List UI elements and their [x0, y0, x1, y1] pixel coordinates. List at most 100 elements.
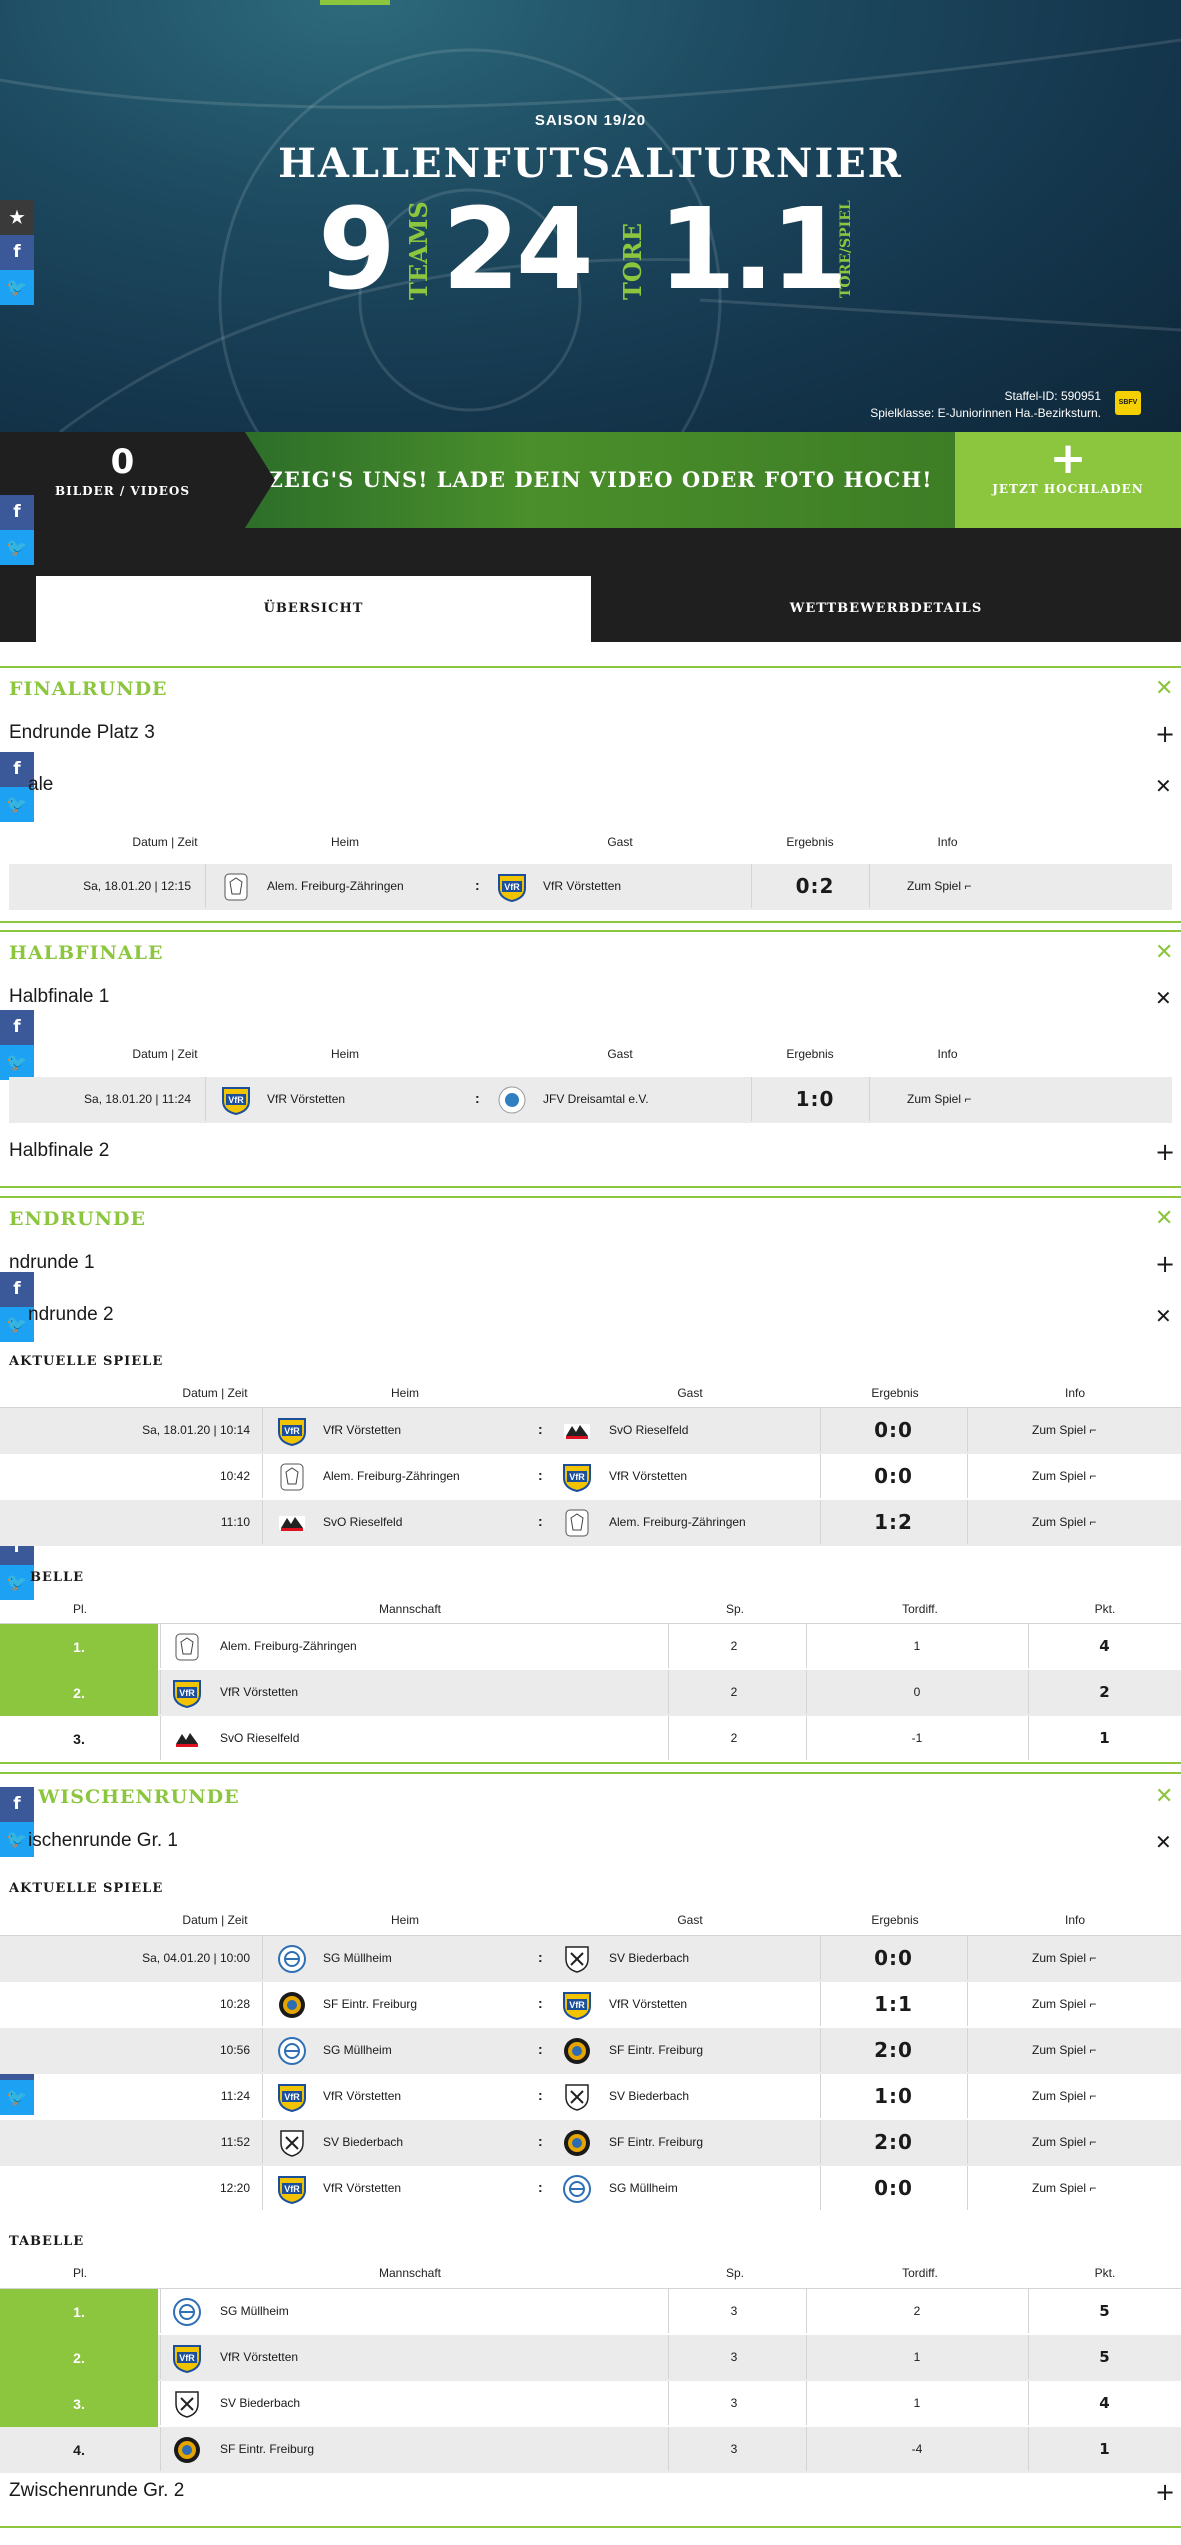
- table-row[interactable]: 1. SG Müllheim 3 2 5: [0, 2289, 1181, 2335]
- facebook-icon[interactable]: f: [0, 495, 34, 530]
- match-row[interactable]: Sa, 04.01.20 | 10:00 SG Müllheim : SV Bi…: [0, 1936, 1181, 1982]
- group-title[interactable]: ischenrunde Gr. 1: [28, 1830, 178, 1851]
- match-link[interactable]: Zum Spiel ⌐: [1032, 1951, 1097, 1965]
- guest-team[interactable]: Alem. Freiburg-Zähringen: [609, 1515, 746, 1529]
- match-link[interactable]: Zum Spiel ⌐: [1032, 2089, 1097, 2103]
- plus-icon[interactable]: +: [1155, 2478, 1176, 2506]
- match-row[interactable]: Sa, 18.01.20 | 10:14 VfR VfR Vörstetten …: [0, 1408, 1181, 1454]
- divider: [967, 1982, 968, 2026]
- guest-team[interactable]: VfR Vörstetten: [543, 879, 622, 893]
- table-row[interactable]: 4. SF Eintr. Freiburg 3 -4 1: [0, 2427, 1181, 2473]
- plus-icon[interactable]: +: [1155, 720, 1176, 748]
- home-team[interactable]: VfR Vörstetten: [323, 2181, 402, 2195]
- home-team[interactable]: VfR Vörstetten: [323, 1423, 402, 1437]
- close-icon[interactable]: ✕: [1155, 940, 1174, 965]
- upload-cta[interactable]: ZEIG'S UNS! LADE DEIN VIDEO ODER FOTO HO…: [245, 432, 955, 528]
- col-date: Datum | Zeit: [132, 1047, 198, 1061]
- guest-team[interactable]: SG Müllheim: [609, 2181, 678, 2195]
- group-title[interactable]: Endrunde Platz 3: [9, 722, 155, 743]
- match-row[interactable]: 11:52 SV Biederbach : SF Eintr. Freiburg…: [0, 2120, 1181, 2166]
- group-title[interactable]: ndrunde 1: [9, 1252, 95, 1273]
- guest-team[interactable]: SF Eintr. Freiburg: [609, 2043, 704, 2057]
- group-title[interactable]: ndrunde 2: [28, 1304, 114, 1325]
- match-link[interactable]: Zum Spiel ⌐: [907, 879, 972, 893]
- match-link[interactable]: Zum Spiel ⌐: [907, 1092, 972, 1106]
- home-team[interactable]: Alem. Freiburg-Zähringen: [323, 1469, 460, 1483]
- match-link[interactable]: Zum Spiel ⌐: [1032, 2043, 1097, 2057]
- team-name[interactable]: VfR Vörstetten: [220, 2350, 299, 2364]
- plus-icon[interactable]: +: [1155, 1250, 1176, 1278]
- team-name[interactable]: SF Eintr. Freiburg: [220, 2442, 315, 2456]
- upload-button[interactable]: + JETZT HOCHLADEN: [955, 432, 1181, 528]
- guest-team[interactable]: JFV Dreisamtal e.V.: [543, 1092, 649, 1106]
- group-title[interactable]: Zwischenrunde Gr. 2: [9, 2480, 185, 2501]
- match-row[interactable]: 11:24 VfR VfR Vörstetten : SV Biederbach…: [0, 2074, 1181, 2120]
- guest-team[interactable]: SvO Rieselfeld: [609, 1423, 689, 1437]
- close-icon[interactable]: ✕: [1155, 676, 1174, 701]
- guest-team[interactable]: VfR Vörstetten: [609, 1469, 688, 1483]
- match-row[interactable]: 10:56 SG Müllheim : SF Eintr. Freiburg 2…: [0, 2028, 1181, 2074]
- facebook-icon[interactable]: f: [0, 235, 34, 270]
- match-link[interactable]: Zum Spiel ⌐: [1032, 1997, 1097, 2011]
- table-row[interactable]: 3. SvO Rieselfeld 2 -1 1: [0, 1716, 1181, 1762]
- home-team[interactable]: Alem. Freiburg-Zähringen: [267, 879, 404, 893]
- facebook-icon[interactable]: f: [0, 1010, 34, 1045]
- guest-team[interactable]: SF Eintr. Freiburg: [609, 2135, 704, 2149]
- close-icon[interactable]: ✕: [1155, 1830, 1172, 1854]
- match-link[interactable]: Zum Spiel ⌐: [1032, 2135, 1097, 2149]
- home-team[interactable]: SG Müllheim: [323, 1951, 392, 1965]
- twitter-icon[interactable]: 🐦: [0, 530, 34, 565]
- team-name[interactable]: SV Biederbach: [220, 2396, 301, 2410]
- match-row[interactable]: Sa, 18.01.20 | 12:15 Alem. Freiburg-Zähr…: [9, 864, 1172, 910]
- team-name[interactable]: SG Müllheim: [220, 2304, 289, 2318]
- group-title[interactable]: Halbfinale 2: [9, 1140, 110, 1161]
- match-row[interactable]: Sa, 18.01.20 | 11:24 VfR VfR Vörstetten …: [9, 1077, 1172, 1123]
- facebook-icon[interactable]: f: [0, 1272, 34, 1307]
- match-row[interactable]: 11:10 SvO Rieselfeld : Alem. Freiburg-Zä…: [0, 1500, 1181, 1546]
- facebook-icon[interactable]: f: [0, 752, 34, 787]
- guest-team[interactable]: SV Biederbach: [609, 1951, 690, 1965]
- twitter-icon[interactable]: 🐦: [0, 2080, 34, 2115]
- match-link[interactable]: Zum Spiel ⌐: [1032, 1423, 1097, 1437]
- col-result: Ergebnis: [871, 1913, 919, 1927]
- plus-icon[interactable]: +: [1155, 1138, 1176, 1166]
- twitter-icon[interactable]: 🐦: [0, 1307, 34, 1342]
- team-name[interactable]: Alem. Freiburg-Zähringen: [220, 1639, 357, 1653]
- guest-team[interactable]: VfR Vörstetten: [609, 1997, 688, 2011]
- match-link[interactable]: Zum Spiel ⌐: [1032, 2181, 1097, 2195]
- close-icon[interactable]: ✕: [1155, 1206, 1174, 1231]
- table-row[interactable]: 3. SV Biederbach 3 1 4: [0, 2381, 1181, 2427]
- close-icon[interactable]: ✕: [1155, 774, 1172, 798]
- close-icon[interactable]: ✕: [1155, 1304, 1172, 1328]
- match-row[interactable]: 12:20 VfR VfR Vörstetten : SG Müllheim 0…: [0, 2166, 1181, 2212]
- home-team[interactable]: SV Biederbach: [323, 2135, 404, 2149]
- twitter-icon[interactable]: 🐦: [0, 787, 34, 822]
- facebook-icon[interactable]: f: [0, 1787, 34, 1822]
- table-row[interactable]: 2. VfR VfR Vörstetten 2 0 2: [0, 1670, 1181, 1716]
- star-icon[interactable]: ★: [0, 200, 34, 235]
- table-row[interactable]: 1. Alem. Freiburg-Zähringen 2 1 4: [0, 1624, 1181, 1670]
- match-row[interactable]: 10:28 SF Eintr. Freiburg : VfR VfR Vörst…: [0, 1982, 1181, 2028]
- home-team[interactable]: SvO Rieselfeld: [323, 1515, 403, 1529]
- group-title[interactable]: Halbfinale 1: [9, 986, 110, 1007]
- match-link[interactable]: Zum Spiel ⌐: [1032, 1515, 1097, 1529]
- twitter-icon[interactable]: 🐦: [0, 1822, 34, 1857]
- twitter-icon[interactable]: 🐦: [0, 1045, 34, 1080]
- guest-team[interactable]: SV Biederbach: [609, 2089, 690, 2103]
- match-row[interactable]: 10:42 Alem. Freiburg-Zähringen : VfR VfR…: [0, 1454, 1181, 1500]
- table-row[interactable]: 2. VfR VfR Vörstetten 3 1 5: [0, 2335, 1181, 2381]
- home-team[interactable]: SG Müllheim: [323, 2043, 392, 2057]
- home-team[interactable]: VfR Vörstetten: [323, 2089, 402, 2103]
- team-name[interactable]: SvO Rieselfeld: [220, 1731, 300, 1745]
- close-icon[interactable]: ✕: [1155, 986, 1172, 1010]
- match-link[interactable]: Zum Spiel ⌐: [1032, 1469, 1097, 1483]
- tab-overview[interactable]: ÜBERSICHT: [36, 576, 591, 642]
- tab-competition-details[interactable]: WETTBEWERBDETAILS: [789, 601, 983, 616]
- home-team[interactable]: VfR Vörstetten: [267, 1092, 346, 1106]
- twitter-icon[interactable]: 🐦: [0, 270, 34, 305]
- group-title[interactable]: ale: [28, 774, 54, 795]
- close-icon[interactable]: ✕: [1155, 1784, 1174, 1809]
- team-name[interactable]: VfR Vörstetten: [220, 1685, 299, 1699]
- twitter-icon[interactable]: 🐦: [0, 1565, 34, 1600]
- home-team[interactable]: SF Eintr. Freiburg: [323, 1997, 418, 2011]
